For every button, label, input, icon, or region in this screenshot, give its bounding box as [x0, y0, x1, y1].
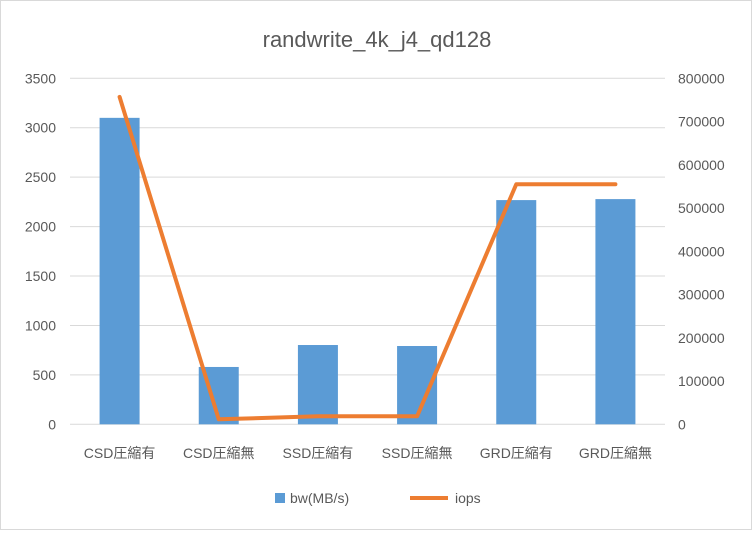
left-axis-tick-label: 500 [33, 367, 57, 383]
right-axis-tick-label: 600000 [678, 157, 725, 173]
category-label: SSD圧縮有 [283, 445, 354, 461]
category-label: CSD圧縮有 [84, 445, 156, 461]
right-axis-tick-label: 100000 [678, 373, 725, 389]
legend: bw(MB/s) iops [275, 490, 481, 506]
right-axis-tick-label: 800000 [678, 70, 725, 86]
category-label: GRD圧縮無 [579, 445, 652, 461]
legend-label-bw: bw(MB/s) [290, 490, 349, 506]
right-axis-tick-label: 500000 [678, 200, 725, 216]
bar [496, 200, 536, 424]
right-axis-tick-label: 400000 [678, 243, 725, 259]
legend-label-iops: iops [455, 490, 481, 506]
bar [298, 345, 338, 424]
category-label: SSD圧縮無 [382, 445, 453, 461]
right-axis-tick-label: 300000 [678, 287, 725, 303]
right-axis-tick-label: 700000 [678, 114, 725, 130]
right-axis-tick-label: 0 [678, 416, 686, 432]
left-axis-tick-label: 2000 [25, 219, 56, 235]
bar [595, 199, 635, 424]
category-label: CSD圧縮無 [183, 445, 255, 461]
left-axis-tick-label: 1500 [25, 268, 56, 284]
left-axis-tick-label: 3500 [25, 70, 56, 86]
left-axis-tick-label: 0 [48, 416, 56, 432]
left-axis-tick-label: 2500 [25, 169, 56, 185]
bar [100, 118, 140, 424]
iops-line [120, 97, 616, 419]
left-axis-tick-label: 3000 [25, 120, 56, 136]
left-axis-tick-label: 1000 [25, 317, 56, 333]
legend-swatch-bw [275, 493, 285, 503]
right-axis-tick-label: 200000 [678, 330, 725, 346]
category-label: GRD圧縮有 [480, 445, 553, 461]
chart-title: randwrite_4k_j4_qd128 [263, 27, 492, 52]
